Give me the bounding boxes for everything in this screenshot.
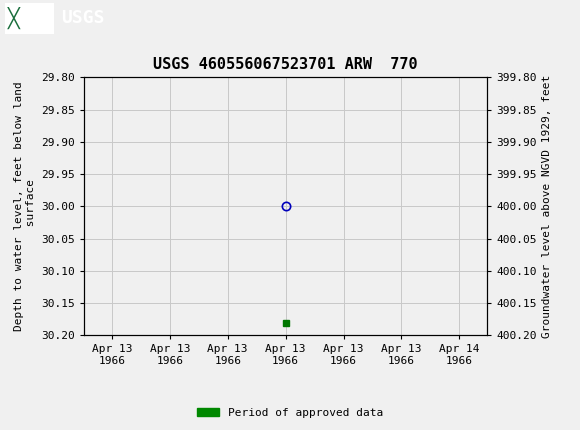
Title: USGS 460556067523701 ARW  770: USGS 460556067523701 ARW 770 (153, 57, 418, 72)
Y-axis label: Depth to water level, feet below land
 surface: Depth to water level, feet below land su… (14, 82, 36, 331)
FancyBboxPatch shape (5, 3, 54, 34)
Legend: Period of approved data: Period of approved data (193, 403, 387, 422)
Text: ╳: ╳ (8, 7, 19, 29)
Text: USGS: USGS (61, 9, 104, 27)
Y-axis label: Groundwater level above NGVD 1929, feet: Groundwater level above NGVD 1929, feet (542, 75, 552, 338)
